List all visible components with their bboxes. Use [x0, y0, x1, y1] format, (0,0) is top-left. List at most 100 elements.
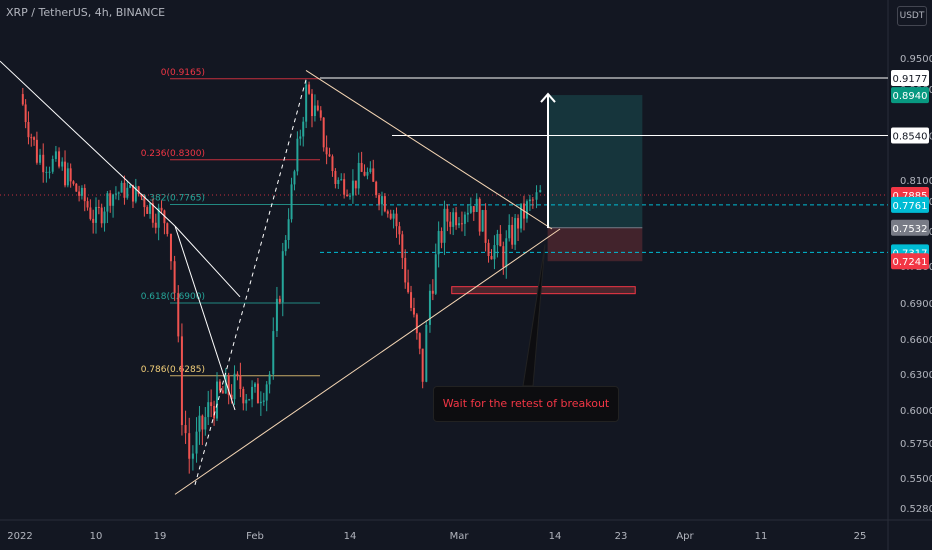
candle-body — [95, 206, 97, 223]
candle-body — [39, 154, 42, 163]
candle-body — [265, 384, 268, 401]
candle-body — [21, 94, 24, 105]
candle-body — [496, 233, 499, 246]
candle-body — [146, 207, 149, 214]
candle-body — [191, 453, 194, 459]
candle-body — [221, 390, 224, 394]
candle-body — [64, 161, 67, 186]
candle-body — [103, 211, 106, 224]
candle-body — [460, 223, 463, 225]
candle-body — [126, 187, 129, 198]
candle-body — [151, 203, 154, 223]
candle-body — [195, 431, 198, 454]
candle-body — [349, 195, 351, 197]
candle-body — [354, 180, 357, 189]
candle-body — [316, 105, 319, 111]
candle-body — [302, 121, 305, 137]
candle-body — [201, 415, 204, 430]
y-tick-label: 0.6300 — [900, 370, 932, 381]
candle-body — [198, 415, 201, 432]
candle-body — [120, 182, 123, 193]
candle-body — [72, 181, 75, 184]
price-tag — [891, 127, 929, 144]
candle-body — [188, 433, 191, 459]
candle-body — [216, 381, 218, 419]
candle-body — [452, 212, 455, 227]
fib-level-label: 0.618(0.6900) — [141, 292, 205, 302]
x-tick-label: Feb — [246, 531, 264, 542]
candle-body — [481, 210, 484, 232]
candle-body — [325, 147, 328, 155]
x-tick-label: Apr — [676, 531, 694, 542]
support-box — [451, 286, 636, 295]
price-tag-label: 0.9177 — [893, 74, 928, 85]
candle-body — [106, 193, 109, 212]
price-tag — [891, 70, 929, 87]
candle-body — [58, 151, 61, 167]
candle-body — [331, 156, 334, 172]
candle-body — [455, 212, 458, 226]
candle-body — [278, 298, 281, 303]
candle-body — [375, 181, 378, 196]
candle-body — [469, 206, 472, 213]
candle-body — [392, 213, 395, 219]
y-tick-label: 0.6900 — [900, 299, 932, 310]
price-tag-label: 0.8940 — [893, 91, 928, 102]
candle-body — [299, 136, 302, 139]
candle-body — [404, 257, 407, 283]
candle-body — [134, 186, 137, 202]
candle-body — [69, 168, 72, 182]
candle-body — [514, 218, 517, 245]
currency-button[interactable]: USDT — [897, 6, 927, 26]
stop-zone — [547, 227, 643, 262]
candle-body — [224, 375, 227, 394]
candle-body — [184, 425, 187, 434]
candle-body — [83, 187, 86, 202]
y-tick-label: 0.6600 — [900, 335, 932, 346]
candle-body — [463, 214, 466, 224]
candle-body — [517, 218, 520, 229]
candle-body — [169, 233, 172, 262]
x-tick-label: 14 — [549, 531, 562, 542]
candle-body — [328, 154, 331, 157]
candle-body — [446, 208, 449, 222]
candle-body — [166, 223, 169, 234]
target-zone — [547, 95, 643, 228]
candle-body — [539, 190, 542, 193]
candle-body — [140, 194, 143, 198]
candle-body — [360, 162, 363, 172]
candle-body — [431, 290, 434, 294]
wedge-resistance-line — [305, 69, 553, 230]
candle-body — [227, 375, 230, 395]
candle-body — [386, 211, 389, 214]
candle-body — [54, 151, 57, 159]
candle-body — [407, 282, 410, 293]
chart-title: XRP / TetherUS, 4h, BINANCE — [6, 6, 166, 19]
price-tag — [891, 196, 929, 213]
fib-level-label: 0.382(0.7765) — [141, 194, 205, 204]
candle-body — [398, 226, 401, 235]
candle-body — [213, 406, 216, 419]
candle-body — [236, 373, 239, 376]
candle-body — [239, 375, 242, 389]
candle-body — [511, 224, 514, 245]
candle-body — [24, 104, 27, 123]
price-tag-label: 0.7241 — [893, 257, 928, 268]
candle-body — [490, 255, 493, 260]
candle-body — [173, 261, 176, 293]
candle-body — [35, 139, 38, 163]
candle-body — [114, 193, 117, 195]
candle-body — [268, 374, 271, 385]
candle-body — [305, 84, 308, 122]
candles — [21, 80, 542, 474]
candle-body — [415, 314, 418, 334]
candle-body — [363, 171, 366, 176]
candle-body — [80, 187, 83, 196]
candle-body — [100, 207, 103, 224]
candle-body — [401, 234, 404, 258]
x-tick-label: 11 — [755, 531, 768, 542]
candle-body — [210, 402, 213, 407]
candle-body — [434, 254, 437, 294]
candle-body — [502, 246, 505, 268]
